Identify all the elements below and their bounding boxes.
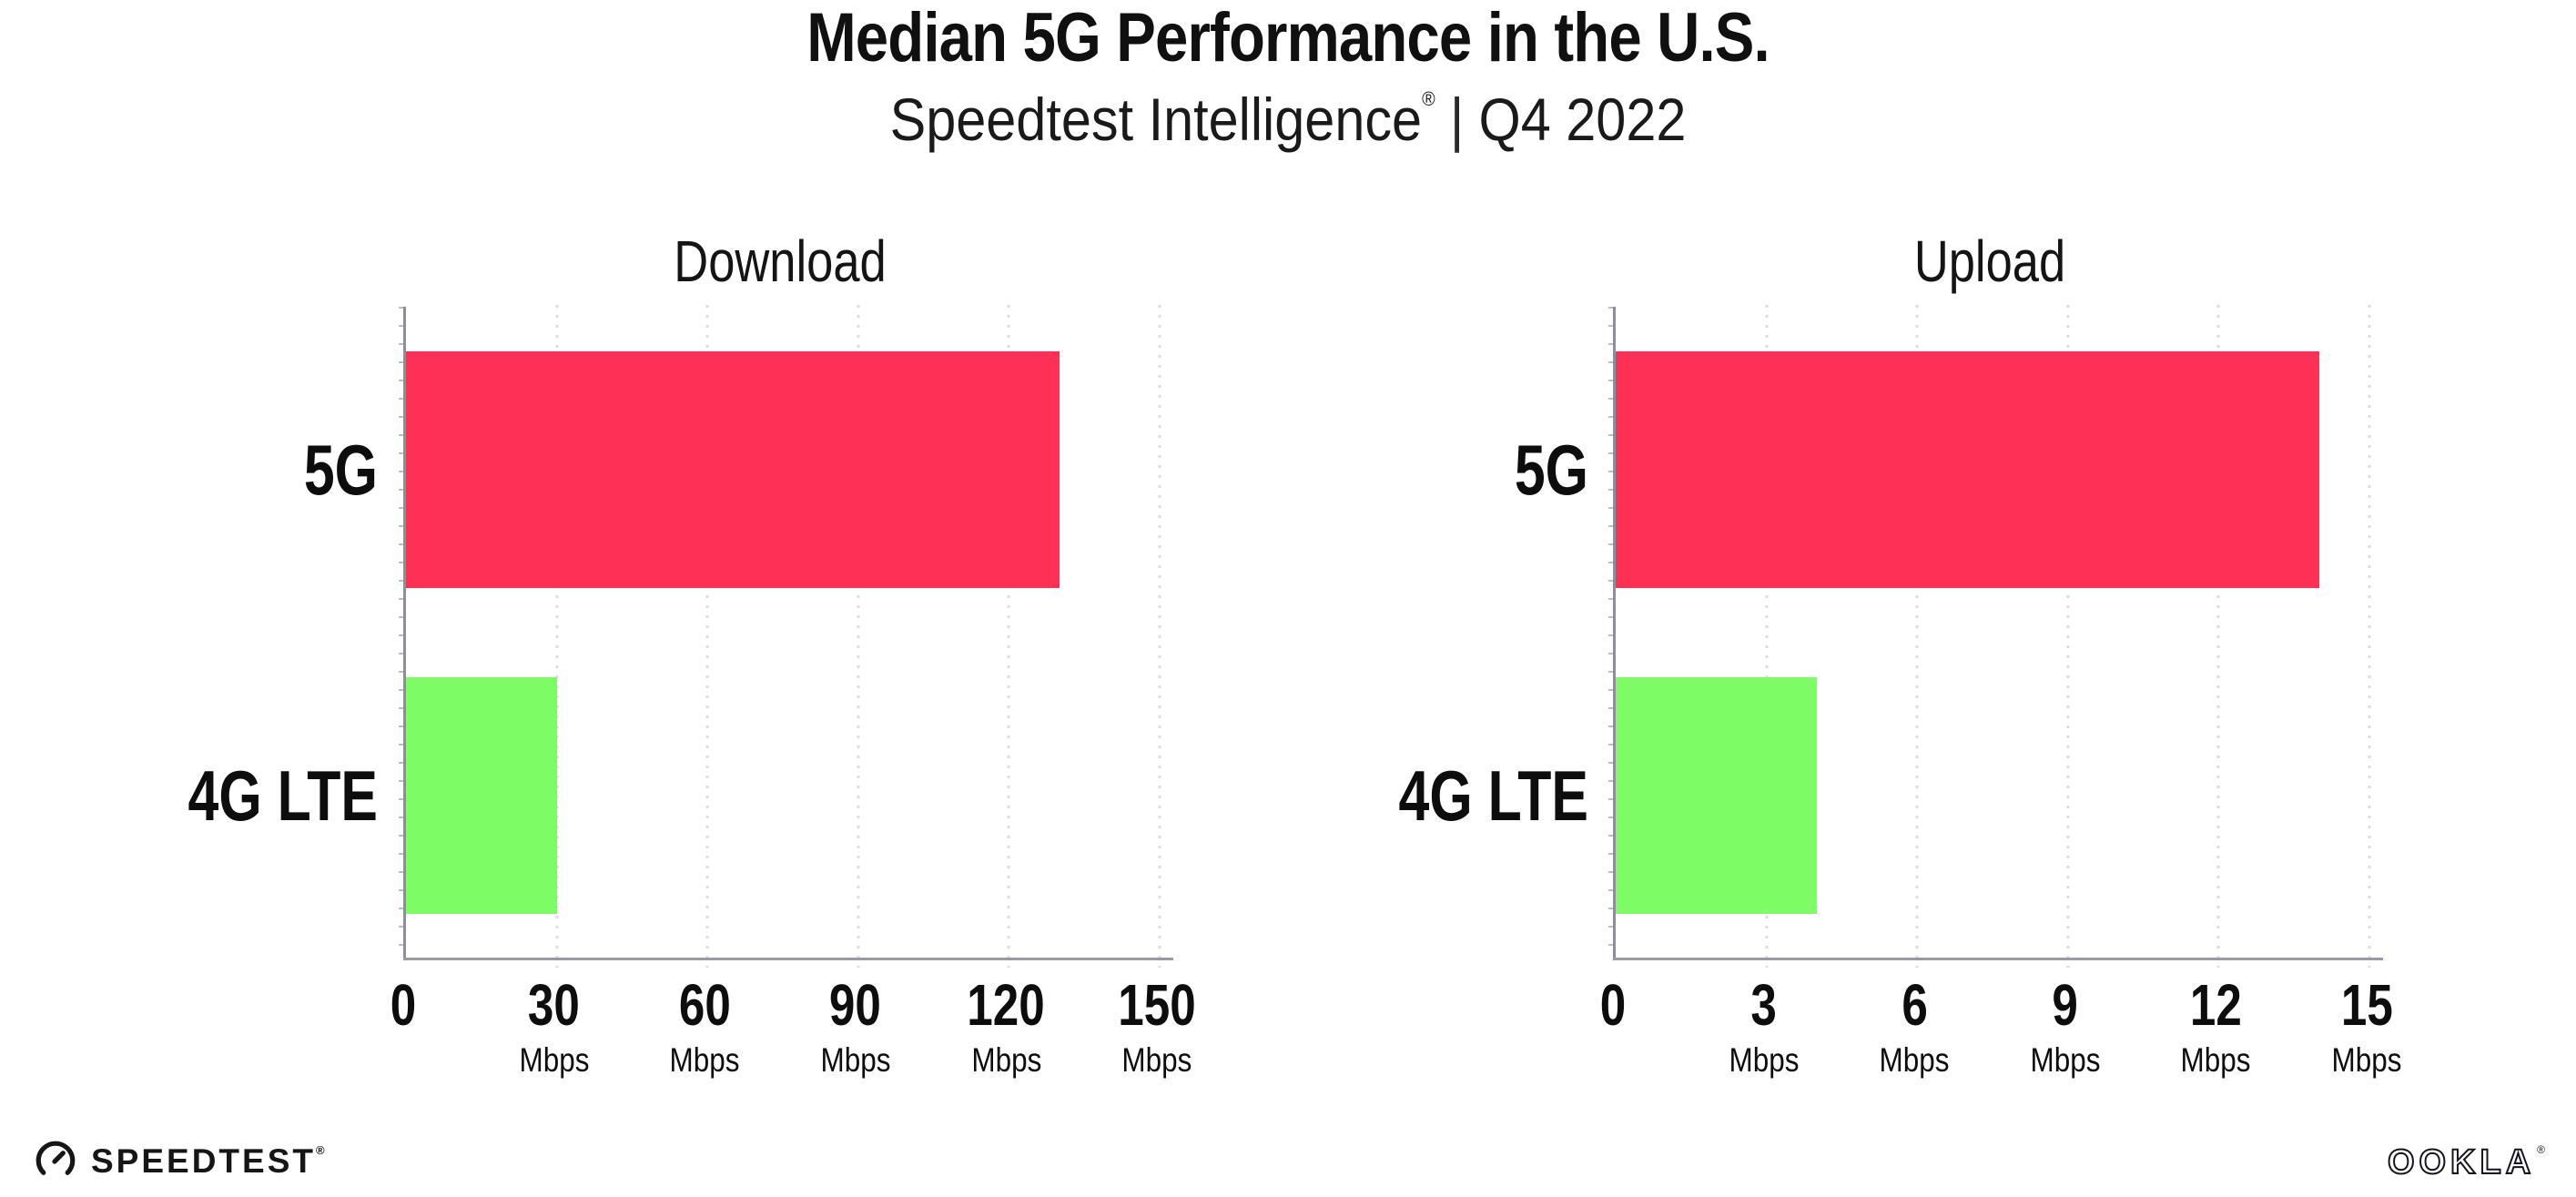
x-tick-15: 15 Mbps [2326,976,2408,1077]
gridline-3 [1765,305,1769,968]
y-label-4g-lte: 4G LTE [1398,756,1588,836]
x-tick-value: 3 [1750,972,1777,1038]
x-tick-150: 150 Mbps [1109,976,1206,1077]
y-label-5g: 5G [1514,430,1588,510]
gridline-12 [2216,305,2220,968]
gridline-15 [2368,305,2371,968]
upload-plot-area [1608,305,2371,968]
x-tick-30: 30 Mbps [512,976,594,1077]
y-axis-ticks [1608,307,1613,959]
x-tick-unit: Mbps [1879,1041,1950,1079]
gridline-120 [1007,305,1010,968]
x-tick-0: 0 [1597,976,1629,1034]
x-tick-120: 120 Mbps [958,976,1055,1077]
x-tick-value: 12 [2189,972,2242,1038]
download-chart-title: Download [674,228,887,294]
x-tick-value: 90 [829,972,882,1038]
subtitle-brand: Speedtest Intelligence [889,86,1423,153]
x-tick-unit: Mbps [519,1041,590,1079]
page-title: Median 5G Performance in the U.S. [806,0,1770,76]
x-tick-unit: Mbps [1729,1041,1800,1079]
x-tick-unit: Mbps [2331,1041,2402,1079]
x-tick-60: 60 Mbps [664,976,745,1077]
x-tick-3: 3 Mbps [1722,976,1804,1077]
speedtest-wordmark: SPEEDTEST® [91,1141,325,1180]
x-tick-6: 6 Mbps [1873,976,1955,1077]
x-tick-value: 30 [528,972,581,1038]
ookla-logo: OOKLA ® [2387,1143,2545,1182]
x-tick-unit: Mbps [2030,1041,2101,1079]
x-tick-value: 150 [1118,972,1196,1038]
y-label-4g-lte: 4G LTE [188,756,378,836]
bar-4g-lte [406,677,557,914]
registered-mark: ® [2537,1143,2545,1156]
x-tick-value: 9 [2052,972,2079,1038]
gridline-6 [1915,305,1919,968]
registered-mark: ® [1422,87,1435,110]
gridline-30 [555,305,559,968]
gauge-icon [35,1141,76,1175]
gridline-60 [705,305,709,968]
x-tick-9: 9 Mbps [2024,976,2106,1077]
gridline-150 [1158,305,1161,968]
bar-5g [1616,351,2319,588]
bar-4g-lte [1616,677,1817,914]
subtitle-separator: | [1449,86,1465,153]
gridline-90 [857,305,860,968]
subtitle-period: Q4 2022 [1478,86,1687,153]
upload-x-tick-labels: 0 3 Mbps 6 Mbps 9 Mbps 12 Mbps 15 Mbps [1600,976,2402,1112]
download-plot-area [399,305,1161,968]
page-subtitle: Speedtest Intelligence® | Q4 2022 [129,86,2448,153]
gridline-9 [2066,305,2070,968]
x-tick-value: 120 [967,972,1046,1038]
upload-x-axis-line [1613,958,2383,960]
download-x-tick-labels: 0 30 Mbps 60 Mbps 90 Mbps 120 Mbps 150 Mbps [390,976,1196,1112]
speedtest-logo: SPEEDTEST® [33,1138,325,1183]
y-label-5g: 5G [303,430,378,510]
bar-5g [406,351,1060,588]
y-axis-ticks [399,307,403,959]
x-tick-unit: Mbps [669,1041,740,1079]
x-tick-value: 0 [390,972,417,1038]
x-tick-unit: Mbps [2180,1041,2251,1079]
x-tick-unit: Mbps [970,1041,1041,1079]
upload-category-labels: 5G 4G LTE [1311,307,1588,959]
registered-mark: ® [316,1142,325,1157]
ookla-wordmark: OOKLA [2387,1143,2536,1182]
x-tick-90: 90 Mbps [815,976,897,1077]
x-tick-value: 6 [1901,972,1928,1038]
x-tick-unit: Mbps [820,1041,891,1079]
x-tick-value: 15 [2340,972,2393,1038]
x-tick-unit: Mbps [1121,1041,1192,1079]
header: Median 5G Performance in the U.S. Speedt… [0,0,2576,153]
download-x-axis-line [403,958,1173,960]
upload-chart-title: Upload [1913,228,2066,294]
x-tick-0: 0 [387,976,420,1034]
download-category-labels: 5G 4G LTE [100,307,378,959]
x-tick-value: 60 [678,972,731,1038]
x-tick-value: 0 [1599,972,1627,1038]
x-tick-12: 12 Mbps [2175,976,2257,1077]
